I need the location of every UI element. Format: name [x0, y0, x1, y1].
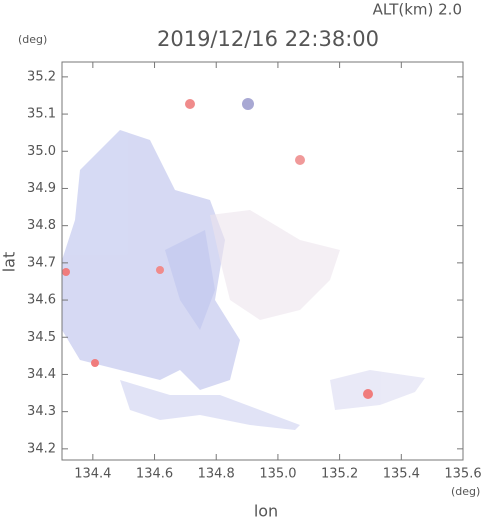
radar-echo [185, 99, 195, 109]
y-tick-label: 34.2 [27, 441, 56, 456]
x-tick-label: 135.4 [383, 467, 420, 482]
y-tick-label: 34.5 [27, 330, 56, 345]
radar-echo [363, 389, 373, 399]
radar-echo [242, 98, 254, 110]
radar-echo [62, 268, 70, 276]
radar-echoes [62, 98, 425, 430]
x-tick-label: 135.0 [259, 467, 296, 482]
y-tick-label: 34.6 [27, 293, 56, 308]
radar-echo [210, 210, 340, 320]
radar-echo [120, 380, 300, 430]
plot-frame [61, 61, 464, 461]
y-tick-label: 35.2 [27, 69, 56, 84]
x-tick-label: 135.6 [444, 467, 481, 482]
x-tick-label: 134.8 [198, 467, 235, 482]
x-tick-label: 135.2 [321, 467, 358, 482]
radar-echo [156, 266, 164, 274]
x-tick-label: 134.6 [136, 467, 173, 482]
y-tick-label: 35.0 [27, 144, 56, 159]
y-tick-label: 34.8 [27, 218, 56, 233]
y-unit: (deg) [18, 33, 47, 46]
y-tick-label: 34.7 [27, 255, 56, 270]
y-tick-label: 35.1 [27, 107, 56, 122]
chart-title: 2019/12/16 22:38:00 [157, 27, 379, 51]
y-axis-label: lat [0, 252, 19, 273]
radar-echo [330, 370, 425, 410]
x-axis-label: lon [254, 502, 278, 521]
radar-echo [62, 130, 240, 390]
radar-echo [295, 155, 305, 165]
x-unit: (deg) [451, 485, 480, 498]
x-tick-label: 134.4 [74, 467, 111, 482]
y-tick-label: 34.3 [27, 404, 56, 419]
y-tick-label: 34.4 [27, 367, 56, 382]
altitude-label: ALT(km) 2.0 [373, 1, 462, 19]
y-tick-label: 34.9 [27, 181, 56, 196]
radar-echo [91, 359, 99, 367]
radar-echo [165, 230, 215, 330]
